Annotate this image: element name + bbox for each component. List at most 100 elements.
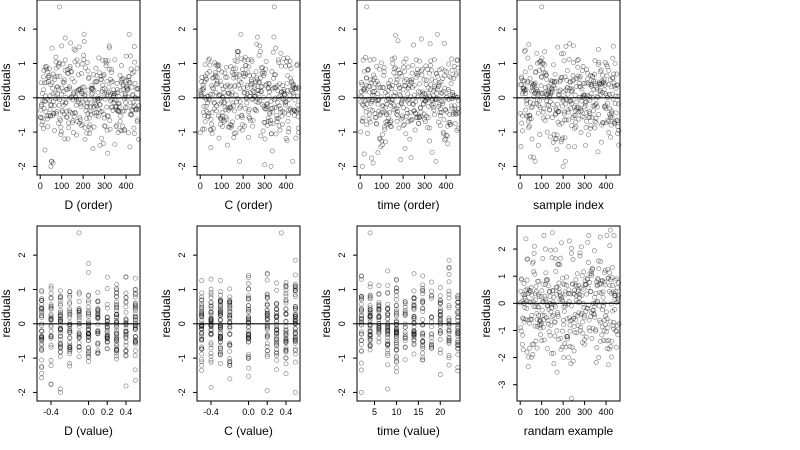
data-point (535, 278, 541, 284)
data-point (553, 284, 559, 290)
data-point (420, 345, 426, 351)
data-point (57, 294, 63, 300)
data-point (86, 326, 91, 332)
data-point (383, 112, 389, 118)
x-tick-label: 0.2 (101, 407, 114, 417)
data-point (57, 313, 63, 319)
data-point (364, 75, 369, 81)
data-point (364, 122, 370, 128)
data-point (46, 73, 52, 79)
data-point (431, 57, 437, 63)
data-point (236, 78, 242, 84)
data-point (602, 317, 608, 323)
data-point (223, 64, 229, 70)
data-point (39, 297, 45, 303)
data-point (57, 341, 63, 347)
y-tick-label: 0 (497, 301, 507, 306)
data-point (95, 329, 101, 335)
data-point (104, 286, 110, 292)
data-point (559, 75, 565, 81)
data-point (274, 330, 280, 336)
data-point (422, 98, 428, 104)
data-point (246, 332, 252, 338)
data-point (38, 80, 44, 86)
data-point (228, 83, 233, 89)
data-point (433, 96, 439, 102)
data-point (598, 281, 604, 286)
data-point (429, 314, 434, 320)
data-point (377, 111, 383, 117)
data-point (542, 293, 548, 299)
data-point (58, 129, 64, 135)
data-point (376, 315, 382, 321)
data-point (217, 101, 223, 107)
data-point (361, 103, 367, 108)
data-point (551, 78, 557, 84)
data-point (398, 101, 404, 107)
data-point (276, 59, 282, 65)
data-point (74, 88, 80, 94)
data-point (72, 59, 78, 65)
data-point (606, 288, 612, 294)
data-point (132, 302, 138, 308)
data-point (246, 356, 251, 362)
data-point (358, 341, 364, 347)
data-point (559, 296, 564, 302)
data-point (58, 317, 63, 322)
data-point (227, 297, 233, 303)
data-point (367, 307, 373, 313)
data-point (534, 310, 540, 316)
data-point (290, 84, 296, 90)
data-point (411, 351, 417, 357)
data-point (228, 105, 234, 111)
data-point (395, 38, 401, 44)
data-point (264, 313, 270, 319)
data-point (585, 277, 590, 282)
data-point (262, 136, 268, 142)
data-point (420, 333, 426, 339)
data-point (104, 90, 109, 96)
data-point (545, 114, 551, 120)
data-point (246, 373, 251, 379)
data-point (259, 70, 265, 76)
data-point (204, 113, 210, 119)
data-point (124, 87, 130, 93)
data-point (419, 96, 425, 102)
data-point (204, 71, 210, 77)
data-point (442, 73, 447, 79)
data-point (367, 342, 373, 348)
data-point (199, 326, 205, 332)
data-point (442, 68, 448, 74)
data-point (114, 285, 120, 291)
data-point (521, 78, 527, 84)
data-point (529, 341, 535, 347)
data-point (246, 314, 251, 320)
data-point (263, 59, 269, 64)
x-tick-label: 400 (599, 181, 614, 191)
data-point (538, 83, 544, 89)
data-point (199, 314, 205, 320)
data-point (432, 78, 438, 84)
data-point (612, 307, 618, 312)
data-point (48, 314, 54, 320)
data-point (229, 89, 235, 95)
data-point (126, 130, 131, 136)
data-point (131, 69, 137, 75)
data-point (122, 128, 127, 134)
data-point (289, 109, 295, 115)
data-point (244, 91, 250, 96)
data-point (529, 104, 535, 110)
data-point (376, 324, 382, 330)
data-point (582, 278, 588, 284)
data-point (527, 320, 533, 326)
data-point (583, 334, 589, 340)
data-point (437, 315, 443, 321)
data-point (95, 298, 101, 304)
data-point (439, 98, 444, 104)
data-point (404, 98, 410, 104)
data-point (246, 334, 251, 340)
data-point (574, 283, 579, 289)
data-point (358, 367, 364, 373)
data-point (582, 281, 588, 287)
